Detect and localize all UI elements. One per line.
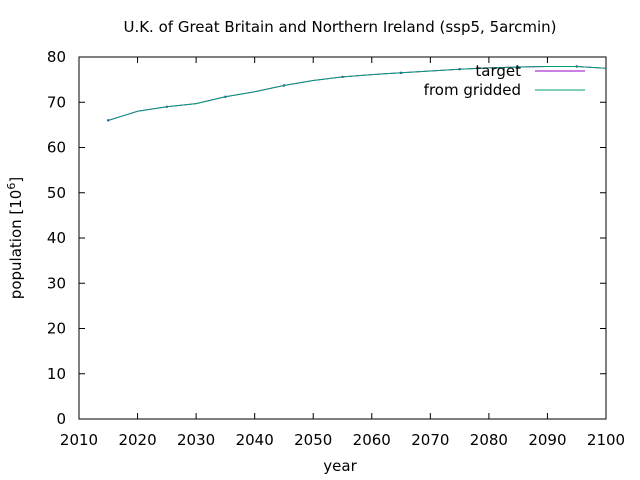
y-tick-label: 70	[47, 93, 66, 111]
x-tick-label: 2080	[470, 431, 508, 449]
legend-label: target	[475, 62, 521, 80]
x-tick-label: 2020	[118, 431, 156, 449]
y-tick-label: 50	[47, 184, 66, 202]
y-tick-label: 30	[47, 274, 66, 292]
y-tick-label: 0	[56, 410, 66, 428]
y-tick-label: 80	[47, 48, 66, 66]
x-tick-label: 2100	[587, 431, 625, 449]
series-line-2	[108, 66, 607, 121]
y-tick-label: 40	[47, 229, 66, 247]
y-tick-label: 10	[47, 365, 66, 383]
y-axis-label-main: population [10	[7, 190, 25, 300]
x-tick-label: 2040	[236, 431, 274, 449]
series-layer	[107, 65, 607, 122]
y-axis-label-close: ]	[7, 177, 25, 183]
y-axis-label: population [106]	[5, 177, 25, 299]
series-line-1	[108, 66, 607, 121]
x-tick-label: 2070	[411, 431, 449, 449]
plot-border	[78, 56, 607, 420]
x-tick-label: 2050	[294, 431, 332, 449]
x-axis: 2010 2020 2030 2040 2050 2060 2070 2080 2090 2100	[60, 57, 625, 449]
x-tick-label: 2030	[177, 431, 215, 449]
y-axis-label-exponent: 6	[5, 183, 18, 190]
x-axis-label: year	[323, 457, 357, 475]
y-axis: 0 10 20 30 40 50 60 70 80	[47, 48, 606, 428]
chart-title: U.K. of Great Britain and Northern Irela…	[123, 18, 556, 36]
x-tick-label: 2090	[528, 431, 566, 449]
legend-label: from gridded	[424, 81, 521, 99]
x-tick-label: 2060	[353, 431, 391, 449]
y-tick-label: 20	[47, 320, 66, 338]
x-tick-label: 2010	[60, 431, 98, 449]
y-tick-label: 60	[47, 139, 66, 157]
